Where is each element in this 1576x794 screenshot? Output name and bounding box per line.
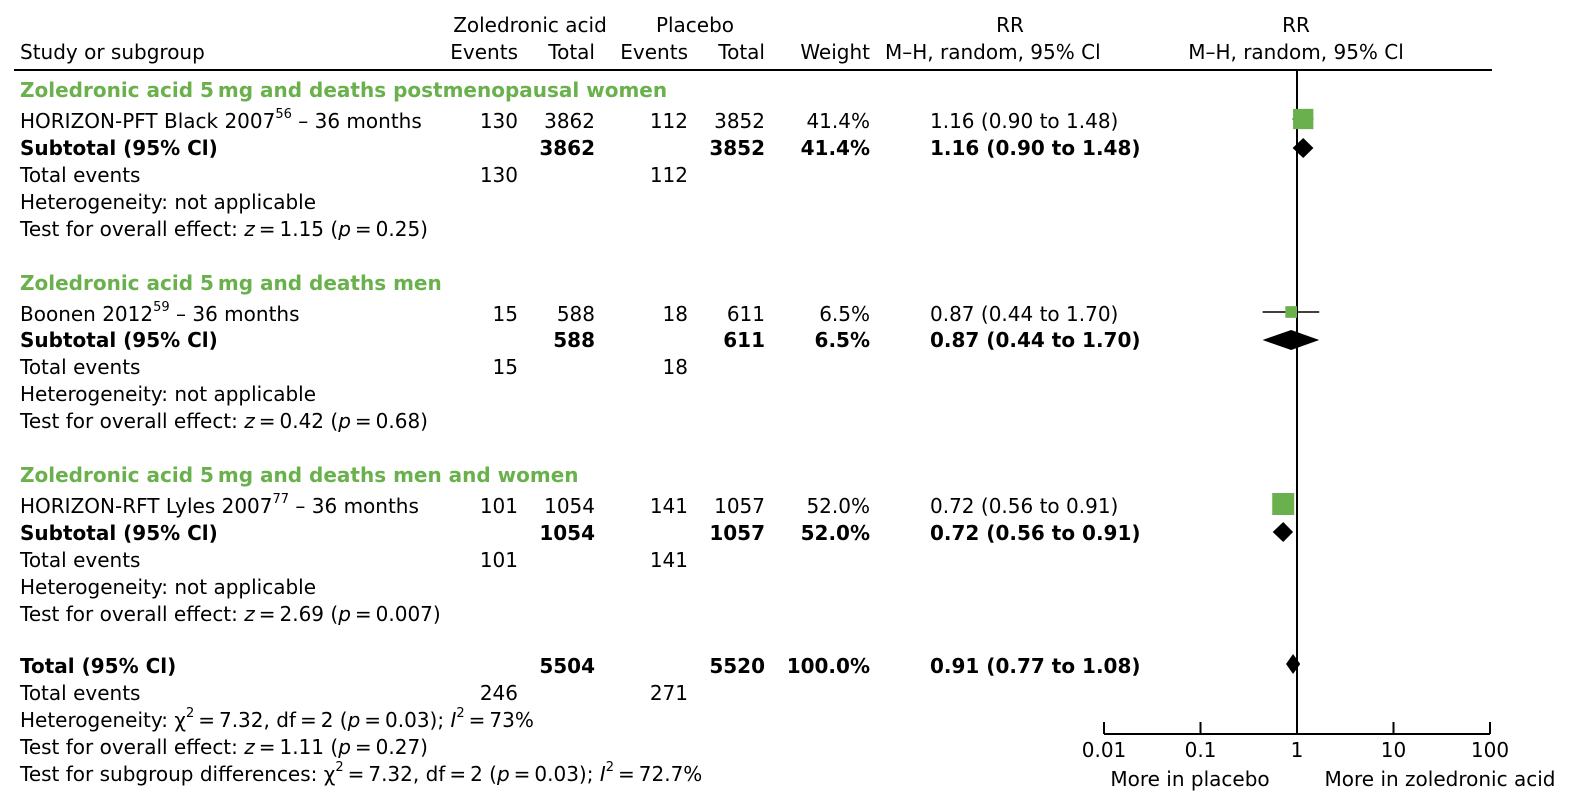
rr-method-header: M–H, random, 95% Cl bbox=[885, 40, 1101, 64]
weight: 41.4% bbox=[806, 109, 870, 133]
total-events-label: Total events bbox=[20, 163, 141, 187]
subtotal-pla-total: 611 bbox=[723, 328, 765, 352]
rr-plot-method-header: M–H, random, 95% Cl bbox=[1188, 40, 1404, 64]
total-events-zol: 101 bbox=[479, 548, 518, 572]
subtotal-weight: 41.4% bbox=[800, 136, 870, 160]
placebo-group-header: Placebo bbox=[655, 13, 735, 37]
zol-events: 101 bbox=[479, 494, 518, 518]
subgroup-title: Zoledronic acid 5 mg and deaths men bbox=[20, 271, 442, 295]
study-name: HORIZON-PFT Black 200756 – 36 months bbox=[20, 107, 422, 133]
subtotal-weight: 52.0% bbox=[800, 521, 870, 545]
x-tick-label: 10 bbox=[1381, 738, 1406, 762]
pla-events: 141 bbox=[649, 494, 688, 518]
study-name: HORIZON-RFT Lyles 200777 – 36 months bbox=[20, 492, 419, 518]
subtotal-zol-total: 1054 bbox=[539, 521, 595, 545]
total-rr: 0.91 (0.77 to 1.08) bbox=[930, 654, 1141, 678]
subtotal-rr: 0.87 (0.44 to 1.70) bbox=[930, 328, 1141, 352]
study-column-header: Study or subgroup bbox=[20, 40, 205, 64]
subtotal-pla-total: 1057 bbox=[709, 521, 765, 545]
zol-events: 15 bbox=[492, 302, 518, 326]
subtotal-label: Subtotal (95% Cl) bbox=[20, 136, 218, 160]
weight: 52.0% bbox=[806, 494, 870, 518]
subtotal-diamond bbox=[1292, 138, 1314, 158]
subtotal-zol-total: 588 bbox=[553, 328, 595, 352]
study-effect-square bbox=[1293, 108, 1314, 130]
x-tick-label: 0.01 bbox=[1082, 738, 1127, 762]
total-events-pla: 112 bbox=[649, 163, 688, 187]
pla-total: 1057 bbox=[714, 494, 765, 518]
rr-value: 1.16 (0.90 to 1.48) bbox=[930, 109, 1119, 133]
favours-left-label: More in placebo bbox=[1110, 767, 1269, 791]
subtotal-label: Subtotal (95% Cl) bbox=[20, 521, 218, 545]
subtotal-rr: 1.16 (0.90 to 1.48) bbox=[930, 136, 1141, 160]
subgroup-title: Zoledronic acid 5 mg and deaths postmeno… bbox=[20, 78, 668, 102]
total-events-zol: 130 bbox=[479, 163, 518, 187]
total-pla-total: 5520 bbox=[709, 654, 765, 678]
zol-total: 588 bbox=[556, 302, 595, 326]
pla-total-header: Total bbox=[718, 40, 765, 64]
total-label: Total (95% Cl) bbox=[20, 654, 177, 678]
pla-events: 112 bbox=[649, 109, 688, 133]
total-events-zol: 15 bbox=[492, 355, 518, 379]
overall-effect-text: Test for overall effect: z = 0.42 (p = 0… bbox=[20, 409, 428, 433]
zol-total: 3862 bbox=[544, 109, 595, 133]
heterogeneity-text: Heterogeneity: not applicable bbox=[20, 382, 317, 406]
rr-plot-header: RR bbox=[1282, 13, 1310, 37]
total-events-pla: 141 bbox=[649, 548, 688, 572]
heterogeneity-text: Heterogeneity: not applicable bbox=[20, 190, 317, 214]
overall-effect-text: Test for overall effect: z = 2.69 (p = 0… bbox=[20, 602, 441, 626]
zol-events: 130 bbox=[479, 109, 518, 133]
zol-total-header: Total bbox=[548, 40, 595, 64]
total-heterogeneity-text: Heterogeneity: χ2 = 7.32, df = 2 (p = 0.… bbox=[20, 706, 534, 732]
zoledronic-group-header: Zoledronic acid bbox=[453, 13, 607, 37]
overall-diamond bbox=[1286, 654, 1301, 674]
subtotal-diamond bbox=[1262, 330, 1320, 350]
rr-value: 0.87 (0.44 to 1.70) bbox=[930, 302, 1119, 326]
study-name: Boonen 201259 – 36 months bbox=[20, 300, 300, 326]
overall-effect-text: Test for overall effect: z = 1.15 (p = 0… bbox=[20, 217, 428, 241]
pla-total: 611 bbox=[726, 302, 765, 326]
subtotal-pla-total: 3852 bbox=[709, 136, 765, 160]
total-overall-effect-text: Test for overall effect: z = 1.11 (p = 0… bbox=[20, 735, 428, 759]
pla-events-header: Events bbox=[620, 40, 688, 64]
subtotal-diamond bbox=[1272, 522, 1294, 542]
study-effect-square bbox=[1285, 306, 1297, 318]
subgroup-differences-text: Test for subgroup differences: χ2 = 7.32… bbox=[20, 760, 703, 786]
zol-total: 1054 bbox=[544, 494, 595, 518]
pla-total: 3852 bbox=[714, 109, 765, 133]
zol-events-header: Events bbox=[450, 40, 518, 64]
x-tick-label: 1 bbox=[1291, 738, 1304, 762]
rr-column-header: RR bbox=[996, 13, 1024, 37]
subtotal-rr: 0.72 (0.56 to 0.91) bbox=[930, 521, 1141, 545]
total-events-label: Total events bbox=[20, 681, 141, 705]
subtotal-label: Subtotal (95% Cl) bbox=[20, 328, 218, 352]
x-tick-label: 0.1 bbox=[1185, 738, 1217, 762]
weight-header: Weight bbox=[800, 40, 870, 64]
pla-events: 18 bbox=[662, 302, 688, 326]
weight: 6.5% bbox=[819, 302, 870, 326]
rr-value: 0.72 (0.56 to 0.91) bbox=[930, 494, 1119, 518]
total-events-zol: 246 bbox=[479, 681, 518, 705]
total-events-label: Total events bbox=[20, 548, 141, 572]
subtotal-zol-total: 3862 bbox=[539, 136, 595, 160]
subtotal-weight: 6.5% bbox=[814, 328, 870, 352]
study-effect-square bbox=[1272, 493, 1295, 515]
heterogeneity-text: Heterogeneity: not applicable bbox=[20, 575, 317, 599]
total-events-pla: 271 bbox=[649, 681, 688, 705]
total-events-label: Total events bbox=[20, 355, 141, 379]
total-events-pla: 18 bbox=[662, 355, 688, 379]
x-tick-label: 100 bbox=[1471, 738, 1509, 762]
subgroup-title: Zoledronic acid 5 mg and deaths men and … bbox=[20, 463, 579, 487]
favours-right-label: More in zoledronic acid bbox=[1325, 767, 1556, 791]
total-weight: 100.0% bbox=[786, 654, 870, 678]
total-zol-total: 5504 bbox=[539, 654, 595, 678]
